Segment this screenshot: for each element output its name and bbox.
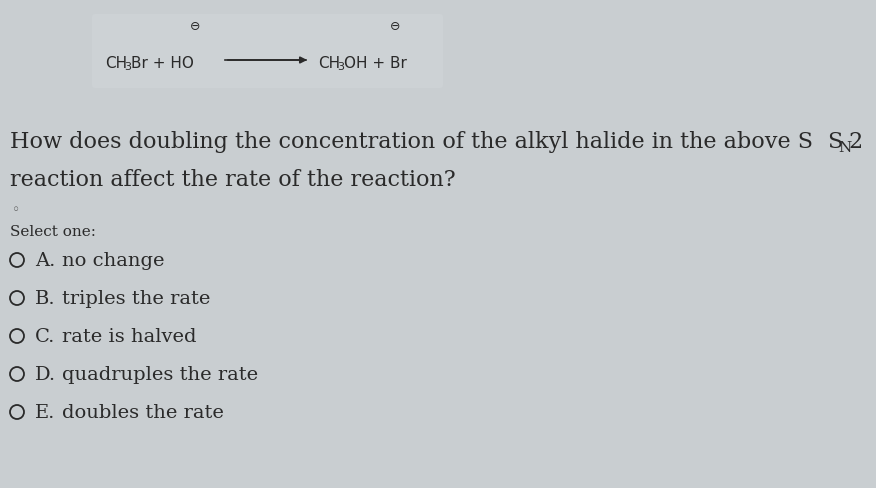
Text: D.: D.: [35, 365, 56, 383]
Text: OH + Br: OH + Br: [344, 56, 406, 71]
Text: CH: CH: [318, 56, 340, 71]
Text: rate is halved: rate is halved: [62, 327, 196, 346]
Text: reaction affect the rate of the reaction?: reaction affect the rate of the reaction…: [10, 169, 456, 191]
Text: 3: 3: [124, 62, 131, 72]
Text: triples the rate: triples the rate: [62, 289, 210, 307]
Text: 2: 2: [848, 131, 862, 153]
Text: quadruples the rate: quadruples the rate: [62, 365, 258, 383]
Text: Select one:: Select one:: [10, 224, 96, 239]
Text: ⊖: ⊖: [190, 20, 201, 33]
Text: doubles the rate: doubles the rate: [62, 403, 224, 421]
Text: Br + HO: Br + HO: [131, 56, 194, 71]
Text: S: S: [827, 131, 842, 153]
Text: C.: C.: [35, 327, 55, 346]
Text: E.: E.: [35, 403, 55, 421]
FancyBboxPatch shape: [92, 15, 443, 89]
Text: B.: B.: [35, 289, 55, 307]
Text: ◦: ◦: [12, 203, 20, 217]
Text: A.: A.: [35, 251, 55, 269]
Text: N: N: [838, 141, 851, 155]
Text: no change: no change: [62, 251, 165, 269]
Text: How does doubling the concentration of the alkyl halide in the above S: How does doubling the concentration of t…: [10, 131, 813, 153]
Text: ⊖: ⊖: [390, 20, 400, 33]
Text: CH: CH: [105, 56, 127, 71]
Text: 3: 3: [337, 62, 344, 72]
